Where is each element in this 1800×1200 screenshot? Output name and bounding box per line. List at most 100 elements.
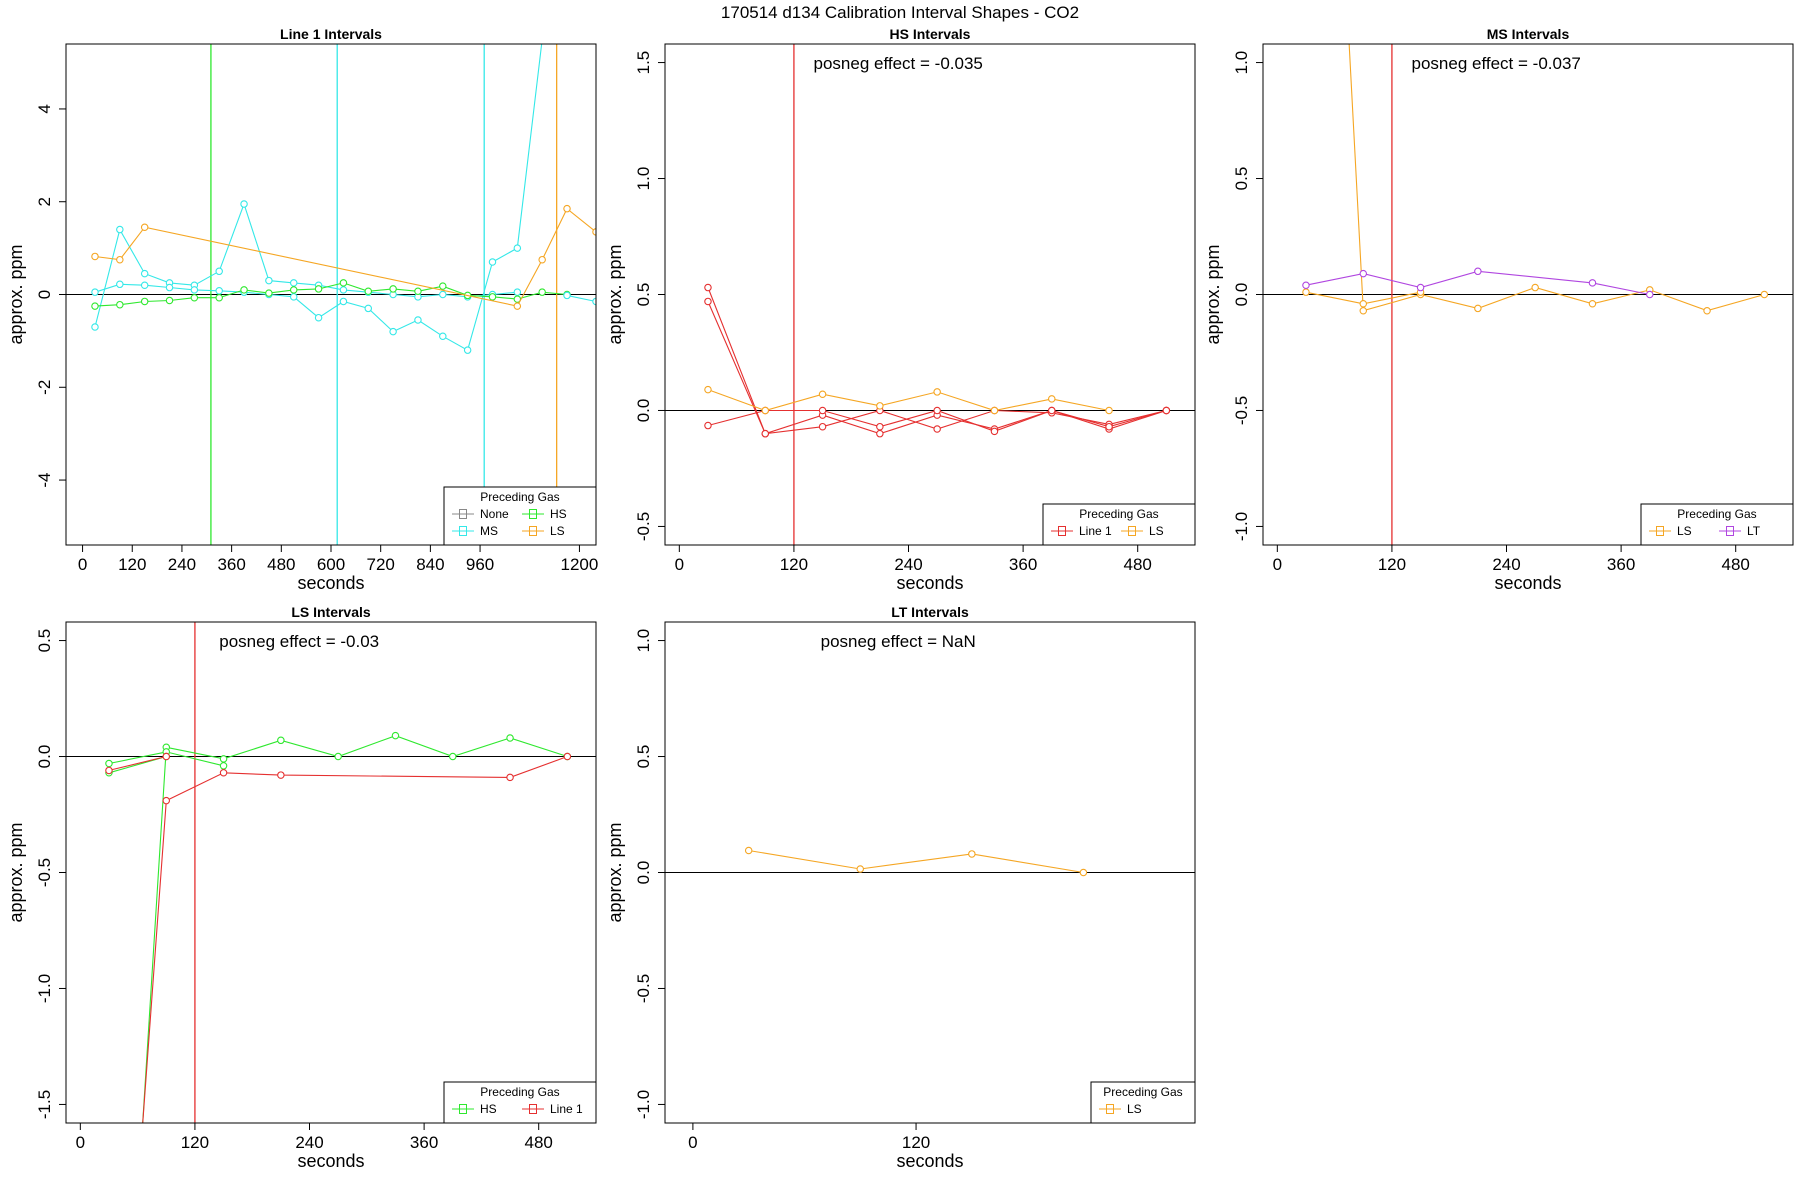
legend-box bbox=[443, 1081, 597, 1124]
legend-key-symbol bbox=[1128, 526, 1136, 536]
data-point bbox=[1105, 422, 1113, 431]
data-point bbox=[439, 290, 447, 299]
data-point bbox=[563, 291, 571, 300]
legend-box bbox=[1640, 503, 1794, 546]
data-point bbox=[240, 286, 248, 294]
data-point bbox=[334, 752, 342, 761]
data-point bbox=[140, 223, 149, 231]
data-point bbox=[277, 736, 285, 745]
data-point bbox=[1048, 395, 1056, 403]
x-tick-label: 240 bbox=[894, 555, 922, 574]
y-tick-label: 0.0 bbox=[634, 861, 653, 885]
y-tick-label: -1.0 bbox=[634, 1090, 653, 1119]
y-tick-label: 1.0 bbox=[634, 167, 653, 191]
data-point bbox=[215, 267, 223, 276]
legend-key-symbol bbox=[529, 509, 537, 519]
data-point bbox=[1359, 300, 1368, 308]
x-axis-label: seconds bbox=[896, 573, 963, 593]
data-point bbox=[91, 323, 99, 331]
data-point bbox=[140, 297, 149, 306]
data-point bbox=[704, 283, 712, 292]
y-tick-label: 0.5 bbox=[1232, 167, 1251, 191]
data-point bbox=[933, 425, 941, 433]
data-point bbox=[265, 276, 273, 285]
series-line bbox=[1305, 270, 1650, 296]
x-tick-label: 120 bbox=[902, 1133, 930, 1152]
y-tick-label: -0.5 bbox=[35, 858, 54, 887]
data-point bbox=[116, 280, 124, 289]
data-point bbox=[339, 279, 348, 287]
legend: Preceding Gas LS LT bbox=[1640, 503, 1794, 546]
data-point bbox=[105, 759, 113, 768]
legend-box bbox=[1090, 1081, 1196, 1124]
data-point bbox=[105, 766, 113, 775]
data-point bbox=[538, 255, 546, 264]
x-axis-label: seconds bbox=[297, 573, 364, 593]
data-point bbox=[818, 406, 827, 415]
data-point bbox=[140, 269, 149, 278]
data-point bbox=[139, 1124, 145, 1130]
y-tick-label: 0.0 bbox=[1232, 283, 1251, 307]
y-tick-label: 2 bbox=[35, 197, 54, 206]
data-point bbox=[1359, 269, 1368, 278]
legend-key-symbol bbox=[459, 509, 467, 519]
series-line bbox=[707, 389, 1110, 412]
data-point bbox=[339, 286, 348, 294]
y-tick-label: -2 bbox=[35, 380, 54, 395]
data-point bbox=[389, 327, 397, 336]
data-point bbox=[1048, 406, 1056, 415]
y-tick-label: 0.5 bbox=[634, 745, 653, 769]
data-point bbox=[463, 346, 472, 354]
data-point bbox=[876, 429, 884, 438]
x-tick-label: 480 bbox=[1722, 555, 1750, 574]
data-point bbox=[364, 287, 373, 296]
x-tick-label: 360 bbox=[1009, 555, 1037, 574]
y-tick-label: -1.0 bbox=[1232, 512, 1251, 541]
x-tick-label: 0 bbox=[675, 555, 684, 574]
data-point bbox=[1359, 306, 1368, 315]
data-point bbox=[513, 244, 522, 252]
plot-area bbox=[1263, 44, 1793, 545]
data-point bbox=[277, 771, 285, 779]
data-point bbox=[219, 755, 228, 763]
series-line bbox=[1348, 44, 1765, 312]
data-point bbox=[116, 225, 124, 234]
data-point bbox=[91, 252, 99, 261]
data-point bbox=[162, 752, 171, 761]
legend-key-symbol bbox=[459, 1104, 467, 1114]
data-point bbox=[488, 258, 497, 266]
y-tick-label: 1.0 bbox=[1232, 51, 1251, 75]
data-point bbox=[1531, 283, 1539, 292]
data-point bbox=[1474, 267, 1482, 276]
legend: Preceding Gas Line 1 LS bbox=[1042, 503, 1196, 546]
data-point bbox=[1760, 290, 1769, 299]
data-point bbox=[165, 283, 174, 292]
legend-entry-label: None bbox=[480, 507, 509, 521]
x-tick-label: 840 bbox=[416, 555, 444, 574]
series-line bbox=[566, 294, 596, 303]
plot-area bbox=[66, 44, 596, 545]
legend-key-symbol bbox=[1726, 526, 1734, 536]
data-point bbox=[140, 281, 149, 289]
data-point bbox=[513, 302, 522, 310]
x-tick-label: 0 bbox=[76, 1133, 85, 1152]
data-point bbox=[704, 421, 712, 430]
data-point bbox=[215, 293, 223, 302]
panel-title: LS Intervals bbox=[291, 604, 371, 620]
y-axis-label: approx. ppm bbox=[605, 244, 625, 344]
data-point bbox=[265, 289, 273, 297]
data-point bbox=[391, 731, 400, 740]
x-tick-label: 480 bbox=[1124, 555, 1152, 574]
data-point bbox=[818, 390, 827, 398]
x-axis-label: seconds bbox=[297, 1151, 364, 1171]
data-point bbox=[190, 286, 199, 294]
x-tick-label: 1200 bbox=[561, 555, 599, 574]
data-point bbox=[761, 429, 770, 438]
data-point bbox=[876, 402, 884, 410]
legend-box bbox=[1042, 503, 1196, 546]
data-point bbox=[314, 313, 323, 322]
plot-frame bbox=[65, 621, 597, 1124]
posneg-annotation: posneg effect = -0.03 bbox=[219, 632, 379, 651]
legend: Preceding Gas LS bbox=[1090, 1081, 1196, 1124]
